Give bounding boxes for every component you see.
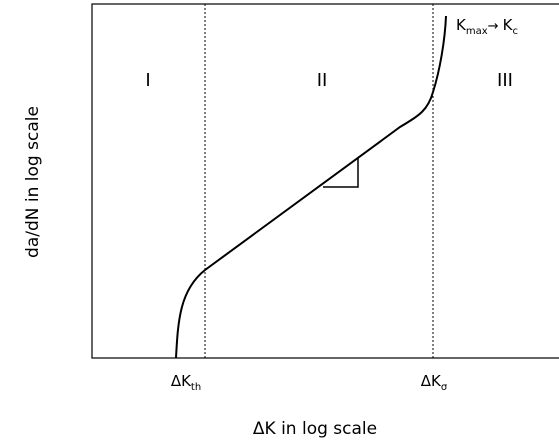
y-axis-label: da/dN in log scale <box>23 106 43 258</box>
region-1-label: I <box>145 70 150 91</box>
arrow-symbol: → <box>488 19 503 34</box>
sigma-marker-subscript: σ <box>441 382 448 393</box>
kmax-symbol: K <box>456 16 467 34</box>
region-3-label: III <box>497 70 513 91</box>
kc-subscript: c <box>513 26 519 37</box>
x-axis-label: ΔK in log scale <box>253 419 377 439</box>
region-2-label: II <box>317 70 328 91</box>
kc-symbol: K <box>503 16 514 34</box>
crack-growth-curve <box>175 15 447 359</box>
threshold-marker-symbol: ΔK <box>171 372 192 390</box>
kmax-kc-annotation: Kmax→ Kc <box>456 16 518 37</box>
plot-frame <box>91 3 559 359</box>
sigma-marker-symbol: ΔK <box>421 372 442 390</box>
threshold-marker-subscript: th <box>191 382 201 393</box>
threshold-marker-label: ΔKth <box>171 372 201 393</box>
kmax-subscript: max <box>466 26 488 37</box>
sigma-marker-label: ΔKσ <box>421 372 448 393</box>
slope-triangle <box>323 158 359 188</box>
